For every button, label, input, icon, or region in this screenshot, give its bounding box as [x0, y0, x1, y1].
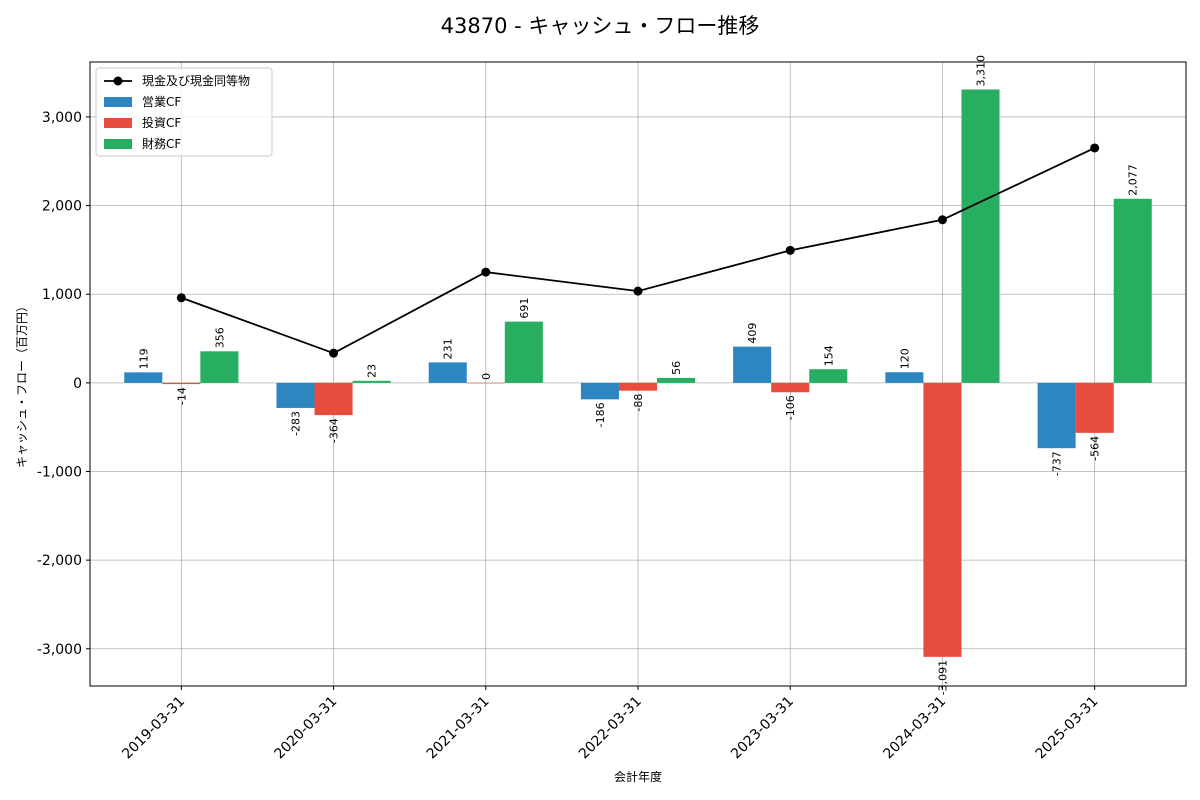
legend-label: 投資CF [142, 115, 181, 130]
bar [466, 382, 505, 384]
bar [657, 377, 696, 383]
bar [923, 382, 962, 657]
bar [580, 382, 619, 400]
x-tick-label: 2023-03-31 [728, 694, 797, 763]
x-tick-label: 2020-03-31 [272, 694, 341, 763]
bar-value-label: 409 [746, 323, 759, 344]
legend-label: 財務CF [142, 136, 181, 151]
cash-point [481, 267, 491, 277]
cash-point [176, 293, 186, 303]
bar [276, 382, 315, 408]
bar-value-label: 120 [898, 348, 911, 369]
y-tick-label: -3,000 [37, 642, 82, 658]
bar-value-label: 3,310 [975, 55, 988, 87]
legend-swatch [104, 139, 132, 149]
bar-value-label: 56 [670, 361, 683, 375]
x-axis-label: 会計年度 [614, 769, 662, 784]
bar-value-label: 0 [480, 373, 493, 380]
cash-point [329, 348, 339, 358]
bar [200, 351, 239, 383]
x-tick-label: 2024-03-31 [880, 694, 949, 763]
legend-line-marker [113, 76, 123, 86]
x-tick-label: 2021-03-31 [424, 694, 493, 763]
cash-point [1090, 143, 1100, 153]
bar-value-label: -564 [1089, 436, 1102, 461]
bar-value-label: -186 [594, 402, 607, 427]
x-tick-label: 2022-03-31 [576, 694, 645, 763]
y-tick-label: 1,000 [42, 287, 82, 303]
bar-value-label: -283 [290, 411, 303, 436]
y-tick-label: -2,000 [37, 553, 82, 569]
legend-label: 営業CF [142, 95, 181, 109]
bar [124, 372, 163, 383]
bar [1113, 198, 1152, 383]
y-tick-label: -1,000 [37, 465, 82, 481]
bar [162, 382, 201, 385]
legend-box [95, 67, 273, 157]
bar-value-label: 691 [518, 298, 531, 319]
bar-value-label: -364 [328, 418, 341, 443]
x-tick-label: 2019-03-31 [119, 694, 188, 763]
legend-swatch [104, 97, 132, 107]
bar [428, 362, 467, 383]
bar [1037, 382, 1076, 449]
cash-point [937, 215, 947, 225]
bar-value-label: 119 [137, 348, 150, 369]
bar-value-label: 2,077 [1127, 164, 1140, 196]
legend-label: 現金及び現金同等物 [142, 73, 250, 88]
bar [504, 321, 543, 383]
bar [618, 382, 658, 391]
bar [1075, 382, 1114, 433]
bar [733, 346, 772, 383]
bar [314, 382, 353, 416]
bar-value-label: 23 [366, 364, 379, 378]
bar-value-label: -106 [784, 395, 797, 420]
cash-point [785, 245, 795, 255]
bar-value-label: -14 [175, 387, 188, 405]
bar [771, 382, 810, 393]
x-tick-label: 2025-03-31 [1033, 694, 1102, 763]
bar-value-label: 231 [442, 338, 455, 359]
y-tick-label: 3,000 [42, 110, 82, 126]
bar [885, 372, 924, 383]
bar-value-label: 356 [213, 327, 226, 348]
y-tick-label: 0 [73, 376, 82, 392]
chart-title: 43870 - キャッシュ・フロー推移 [441, 14, 760, 38]
cash-point [633, 286, 643, 296]
bar [961, 89, 1000, 383]
bar-value-label: 154 [822, 345, 835, 366]
bars [124, 89, 1152, 657]
bar [809, 369, 848, 383]
legend-swatch [104, 118, 132, 128]
bar-value-label: -737 [1051, 451, 1064, 476]
y-tick-label: 2,000 [42, 199, 82, 215]
cash-line-series [176, 143, 1100, 358]
y-axis-label: キャッシュ・フロー（百万円） [15, 300, 29, 468]
bar-value-label: -88 [632, 394, 645, 412]
bar [352, 380, 391, 383]
